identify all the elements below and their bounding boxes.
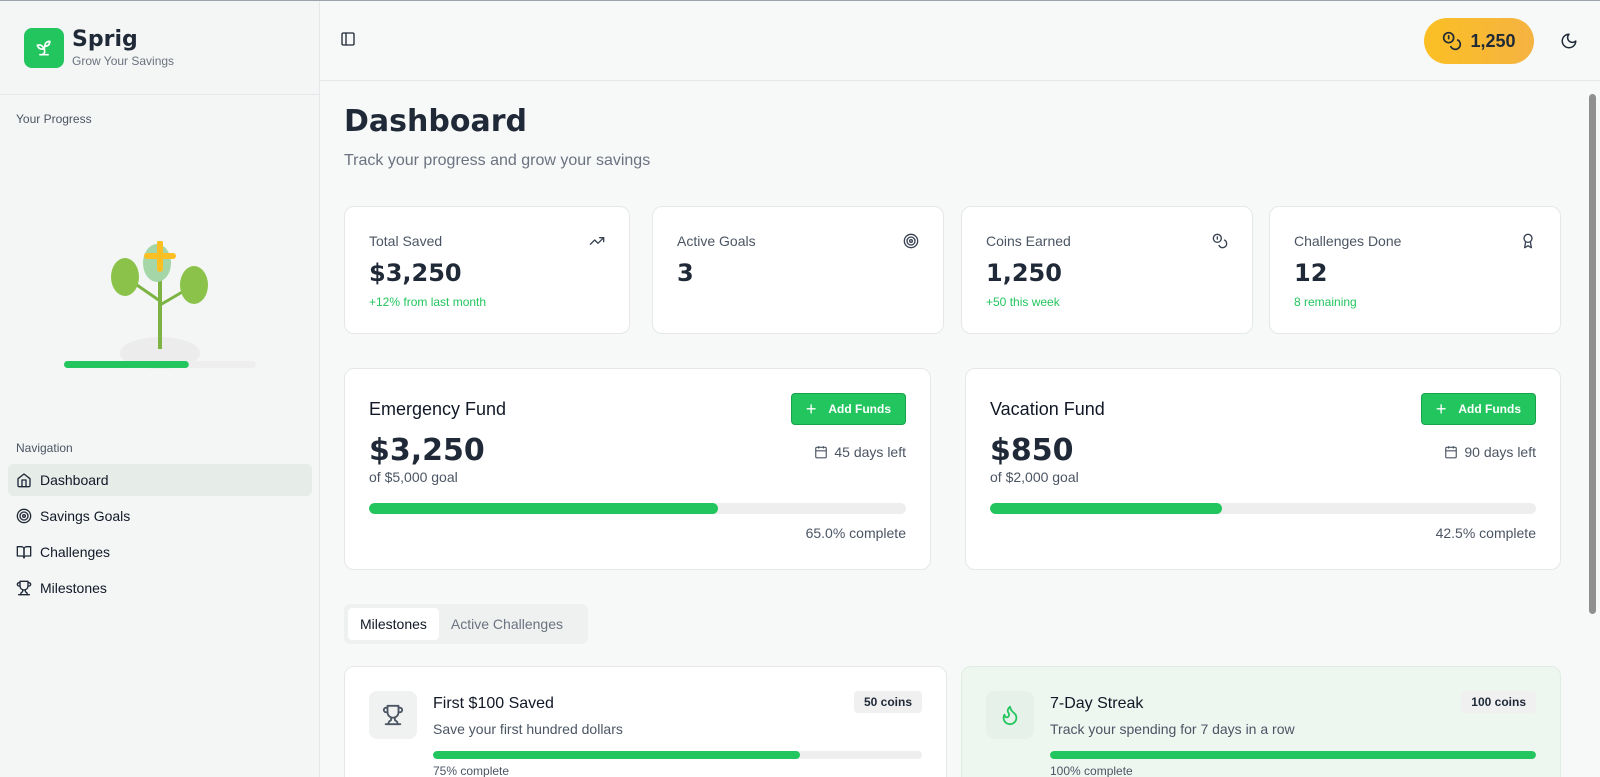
coin-reward-badge: 50 coins bbox=[853, 691, 922, 713]
flame-icon bbox=[986, 691, 1034, 739]
goal-progress-bar bbox=[990, 503, 1536, 514]
goal-title: Emergency Fund bbox=[369, 399, 507, 419]
milestone-card-7-day-streak[interactable]: 7-Day Streak 100 coins Track your spendi… bbox=[961, 666, 1561, 777]
sprout-icon bbox=[24, 27, 64, 68]
milestone-progress-fill bbox=[433, 751, 800, 759]
brand-tagline: Grow Your Savings bbox=[72, 53, 175, 68]
goal-complete: 65.0% complete bbox=[805, 525, 906, 541]
sidebar-toggle-button[interactable] bbox=[340, 31, 360, 51]
milestone-progress-bar bbox=[1050, 751, 1536, 759]
stat-note: +50 this week bbox=[986, 295, 1060, 309]
days-left: 45 days left bbox=[814, 444, 906, 460]
theme-toggle-button[interactable] bbox=[1560, 32, 1578, 55]
sidebar-item-label: Dashboard bbox=[40, 472, 109, 488]
milestone-complete: 75% complete bbox=[433, 764, 510, 777]
main-scrollbar[interactable] bbox=[1585, 82, 1600, 777]
stat-note: 8 remaining bbox=[1294, 295, 1357, 309]
add-funds-button[interactable]: + Add Funds bbox=[790, 393, 906, 425]
calendar-icon bbox=[815, 446, 828, 459]
moon-icon bbox=[1561, 33, 1577, 49]
milestone-tabs: Milestones Active Challenges bbox=[344, 604, 588, 644]
main-content: Dashboard Track your progress and grow y… bbox=[320, 82, 1585, 777]
target-icon bbox=[903, 233, 919, 249]
sidebar-item-milestones[interactable]: Milestones bbox=[8, 572, 312, 604]
sidebar-item-savings-goals[interactable]: Savings Goals bbox=[8, 500, 312, 532]
add-funds-label: Add Funds bbox=[1458, 402, 1521, 416]
target-icon bbox=[16, 508, 32, 524]
stat-note: +12% from last month bbox=[369, 295, 487, 309]
milestone-card-first-100[interactable]: First $100 Saved 50 coins Save your firs… bbox=[344, 666, 947, 777]
goal-amount: $3,250 bbox=[369, 433, 485, 468]
brand-name: Sprig bbox=[72, 26, 138, 52]
coin-balance: 1,250 bbox=[1470, 30, 1516, 51]
stat-title: Challenges Done bbox=[1294, 233, 1402, 249]
goal-card-emergency-fund: Emergency Fund + Add Funds $3,250 45 days… bbox=[344, 368, 931, 570]
brand[interactable]: Sprig Grow Your Savings bbox=[0, 1, 319, 95]
days-left-text: 45 days left bbox=[834, 444, 906, 460]
award-icon bbox=[1523, 233, 1533, 249]
stat-value: 1,250 bbox=[986, 259, 1062, 287]
stat-value: 12 bbox=[1294, 259, 1328, 287]
trending-up-icon bbox=[589, 237, 605, 245]
coin-reward-badge: 100 coins bbox=[1461, 691, 1536, 713]
book-icon bbox=[16, 546, 32, 559]
milestone-description: Save your first hundred dollars bbox=[433, 721, 623, 737]
coins-icon bbox=[1443, 31, 1462, 51]
coin-balance-button[interactable]: 1,250 bbox=[1424, 18, 1534, 64]
stat-value: 3 bbox=[677, 259, 694, 287]
goal-progress-fill bbox=[990, 503, 1223, 514]
days-left-text: 90 days left bbox=[1464, 444, 1536, 460]
tab-milestones[interactable]: Milestones bbox=[348, 608, 439, 640]
plus-icon: + bbox=[805, 399, 817, 419]
milestone-title: First $100 Saved bbox=[433, 695, 554, 712]
add-funds-button[interactable]: + Add Funds bbox=[1420, 393, 1536, 425]
days-left: 90 days left bbox=[1444, 444, 1536, 460]
stat-card-coins-earned: Coins Earned 1,250 +50 this week bbox=[961, 206, 1253, 334]
goal-target: of $2,000 goal bbox=[990, 469, 1079, 485]
trophy-icon bbox=[16, 580, 32, 596]
plus-icon: + bbox=[1435, 399, 1447, 419]
milestone-progress-fill bbox=[1050, 751, 1536, 759]
goal-title: Vacation Fund bbox=[990, 399, 1105, 419]
stat-title: Active Goals bbox=[677, 233, 756, 249]
milestone-title: 7-Day Streak bbox=[1050, 695, 1144, 712]
trophy-icon bbox=[369, 691, 417, 739]
plant-illustration bbox=[64, 241, 256, 369]
page-title: Dashboard bbox=[344, 104, 527, 139]
milestone-progress-bar bbox=[433, 751, 922, 759]
goal-progress-fill bbox=[369, 503, 719, 514]
panel-left-icon bbox=[341, 32, 355, 46]
sidebar-nav: Dashboard Savings Goals Challenges Miles… bbox=[8, 464, 312, 608]
stat-title: Coins Earned bbox=[986, 233, 1071, 249]
stat-card-active-goals: Active Goals 3 bbox=[652, 206, 944, 334]
sidebar: Sprig Grow Your Savings Your Progress Na… bbox=[0, 1, 320, 777]
plant-progress-bar bbox=[64, 361, 189, 368]
home-icon bbox=[17, 473, 31, 488]
goal-complete: 42.5% complete bbox=[1435, 525, 1536, 541]
calendar-icon bbox=[1445, 446, 1458, 459]
goal-card-vacation-fund: Vacation Fund + Add Funds $850 90 days le… bbox=[965, 368, 1561, 570]
goal-progress-bar bbox=[369, 503, 906, 514]
top-header: 1,250 bbox=[320, 1, 1600, 81]
sidebar-item-challenges[interactable]: Challenges bbox=[8, 536, 312, 568]
stat-card-total-saved: Total Saved $3,250 +12% from last month bbox=[344, 206, 630, 334]
sidebar-item-label: Savings Goals bbox=[40, 508, 131, 524]
sidebar-item-label: Milestones bbox=[40, 580, 107, 596]
goal-target: of $5,000 goal bbox=[369, 469, 458, 485]
scrollbar-thumb[interactable] bbox=[1589, 94, 1596, 614]
coins-icon bbox=[1212, 233, 1228, 249]
page-subtitle: Track your progress and grow your saving… bbox=[344, 152, 651, 169]
tab-active-challenges[interactable]: Active Challenges bbox=[450, 616, 563, 632]
sidebar-item-dashboard[interactable]: Dashboard bbox=[8, 464, 312, 496]
sidebar-item-label: Challenges bbox=[40, 544, 111, 560]
add-funds-label: Add Funds bbox=[828, 402, 891, 416]
goal-amount: $850 bbox=[990, 433, 1074, 468]
progress-label: Your Progress bbox=[16, 112, 92, 126]
stat-value: $3,250 bbox=[369, 259, 462, 287]
stat-title: Total Saved bbox=[369, 233, 443, 249]
milestone-description: Track your spending for 7 days in a row bbox=[1050, 721, 1295, 737]
milestone-complete: 100% complete bbox=[1050, 764, 1133, 777]
stat-card-challenges-done: Challenges Done 12 8 remaining bbox=[1269, 206, 1561, 334]
navigation-label: Navigation bbox=[16, 441, 73, 455]
